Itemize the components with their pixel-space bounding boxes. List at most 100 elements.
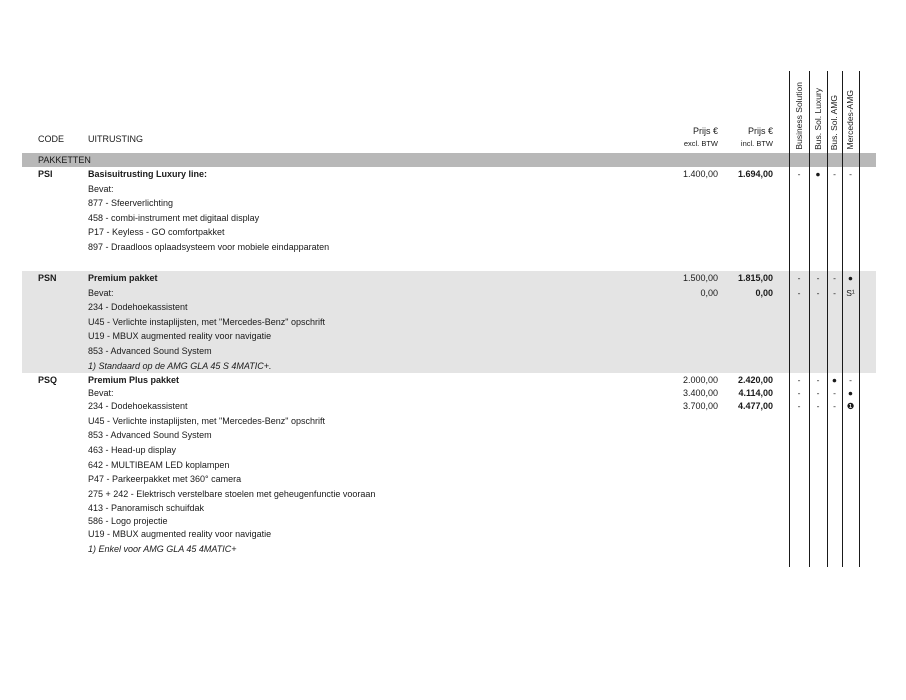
availability-mark-bus-sol-luxury bbox=[809, 414, 827, 429]
price-incl-btw bbox=[718, 182, 773, 197]
package-section-psq: PSQ Premium Plus pakket 2.000,00 2.420,00- -… bbox=[22, 373, 876, 557]
price-incl-btw bbox=[718, 359, 773, 374]
availability-mark-business-solution bbox=[789, 414, 809, 429]
equipment-text: Bevat: bbox=[88, 183, 114, 194]
equipment-text: Bevat: bbox=[88, 287, 114, 298]
availability-mark-mercedes-amg bbox=[842, 225, 859, 240]
column-spacer bbox=[773, 182, 789, 197]
price-excl-btw bbox=[568, 527, 718, 542]
availability-mark-business-solution: - bbox=[797, 375, 801, 386]
code-cell bbox=[22, 542, 88, 557]
code-cell bbox=[22, 428, 88, 443]
table-row: 458 - combi-instrument met digitaal disp… bbox=[22, 211, 876, 226]
availability-mark-mercedes-amg bbox=[842, 443, 859, 458]
availability-mark-business-solution: - bbox=[797, 287, 801, 298]
table-row: 586 - Logo projectie bbox=[22, 516, 876, 528]
price-excl-btw bbox=[568, 359, 718, 374]
price-excl-btw: 2.000,00 bbox=[682, 375, 718, 386]
availability-mark-bus-sol-amg bbox=[827, 458, 842, 473]
availability-mark-bus-sol-amg: - bbox=[833, 272, 836, 283]
availability-grid-line bbox=[789, 71, 790, 567]
availability-mark-bus-sol-amg bbox=[827, 182, 842, 197]
equipment-text: U19 - MBUX augmented reality voor naviga… bbox=[88, 529, 272, 540]
availability-mark-mercedes-amg bbox=[842, 211, 859, 226]
availability-mark-bus-sol-amg bbox=[827, 487, 842, 502]
equipment-text: U45 - Verlichte instaplijsten, met "Merc… bbox=[88, 316, 325, 327]
availability-mark-mercedes-amg bbox=[842, 196, 859, 211]
equipment-text: P47 - Parkeerpakket met 360° camera bbox=[88, 474, 242, 485]
availability-mark-bus-sol-amg bbox=[827, 211, 842, 226]
equipment-text: 234 - Dodehoekassistent bbox=[88, 302, 188, 313]
availability-mark-business-solution bbox=[789, 329, 809, 344]
availability-mark-bus-sol-luxury bbox=[809, 300, 827, 315]
availability-mark-mercedes-amg bbox=[842, 414, 859, 429]
availability-mark-mercedes-amg bbox=[842, 527, 859, 542]
column-spacer bbox=[773, 344, 789, 359]
price-excl-btw bbox=[568, 443, 718, 458]
column-header-price-incl: Prijs € bbox=[747, 126, 773, 136]
code-cell: PSI bbox=[38, 169, 53, 179]
table-row: 275 + 242 - Elektrisch verstelbare stoel… bbox=[22, 487, 876, 502]
price-excl-btw bbox=[568, 428, 718, 443]
equipment-text: U45 - Verlichte instaplijsten, met "Merc… bbox=[88, 415, 325, 426]
availability-mark-business-solution: - bbox=[797, 401, 801, 412]
price-incl-btw bbox=[718, 196, 773, 211]
availability-mark-mercedes-amg: ❶ bbox=[846, 401, 855, 412]
availability-mark-bus-sol-amg bbox=[827, 359, 842, 374]
equipment-text: 877 - Sfeerverlichting bbox=[88, 198, 174, 209]
code-cell bbox=[22, 443, 88, 458]
price-incl-btw bbox=[718, 300, 773, 315]
availability-mark-business-solution bbox=[789, 196, 809, 211]
availability-mark-bus-sol-luxury bbox=[809, 487, 827, 502]
availability-mark-mercedes-amg: ● bbox=[847, 272, 854, 283]
price-excl-btw: 3.700,00 bbox=[682, 401, 718, 412]
availability-mark-mercedes-amg bbox=[842, 329, 859, 344]
rotated-column-label: Bus. Sol. Luxury bbox=[812, 88, 823, 150]
equipment-text: Bevat: bbox=[88, 387, 114, 398]
column-spacer bbox=[773, 527, 789, 542]
code-cell bbox=[22, 286, 88, 301]
equipment-text: 234 - Dodehoekassistent bbox=[88, 401, 188, 412]
equipment-text: 1) Enkel voor AMG GLA 45 4MATIC+ bbox=[88, 544, 237, 555]
price-excl-btw bbox=[568, 315, 718, 330]
column-header-price-excl: Prijs € bbox=[692, 126, 718, 136]
code-cell bbox=[22, 344, 88, 359]
column-spacer bbox=[773, 472, 789, 487]
availability-mark-mercedes-amg bbox=[842, 458, 859, 473]
equipment-text: 1) Standaard op de AMG GLA 45 S 4MATIC+. bbox=[88, 360, 272, 371]
equipment-text: 413 - Panoramisch schuifdak bbox=[88, 503, 205, 514]
rotated-column-label: Business Solution bbox=[793, 82, 804, 150]
price-excl-btw bbox=[568, 240, 718, 255]
table-row: 642 - MULTIBEAM LED koplampen bbox=[22, 458, 876, 473]
column-spacer bbox=[773, 286, 789, 301]
equipment-text: 275 + 242 - Elektrisch verstelbare stoel… bbox=[88, 488, 376, 499]
column-header-code: CODE bbox=[38, 134, 65, 144]
availability-mark-business-solution bbox=[789, 344, 809, 359]
column-header-mercedes-amg: Mercedes-AMG bbox=[842, 68, 859, 150]
availability-mark-bus-sol-luxury bbox=[809, 527, 827, 542]
availability-mark-bus-sol-luxury: - bbox=[816, 375, 820, 386]
availability-mark-business-solution bbox=[789, 182, 809, 197]
equipment-text: Premium Plus pakket bbox=[88, 375, 180, 386]
column-spacer bbox=[773, 373, 789, 388]
availability-mark-bus-sol-amg bbox=[827, 501, 842, 516]
table-row: 413 - Panoramisch schuifdak bbox=[22, 501, 876, 516]
availability-mark-bus-sol-amg bbox=[827, 225, 842, 240]
package-section-psi: PSI Basisuitrusting Luxury line: 1.400,00 1… bbox=[22, 167, 876, 255]
availability-mark-business-solution bbox=[789, 300, 809, 315]
availability-mark-bus-sol-luxury bbox=[809, 443, 827, 458]
availability-mark-bus-sol-amg bbox=[827, 542, 842, 557]
availability-mark-bus-sol-luxury bbox=[809, 240, 827, 255]
price-excl-btw bbox=[568, 414, 718, 429]
column-spacer bbox=[773, 167, 789, 182]
equipment-text: 853 - Advanced Sound System bbox=[88, 345, 212, 356]
availability-grid-line bbox=[859, 71, 860, 567]
price-incl-btw bbox=[718, 443, 773, 458]
rotated-column-label: Bus. Sol. AMG bbox=[829, 94, 840, 150]
column-spacer bbox=[773, 443, 789, 458]
equipment-text: 458 - combi-instrument met digitaal disp… bbox=[88, 212, 260, 223]
equipment-text: 463 - Head-up display bbox=[88, 444, 177, 455]
availability-mark-mercedes-amg: ● bbox=[847, 387, 854, 398]
price-incl-btw bbox=[718, 240, 773, 255]
